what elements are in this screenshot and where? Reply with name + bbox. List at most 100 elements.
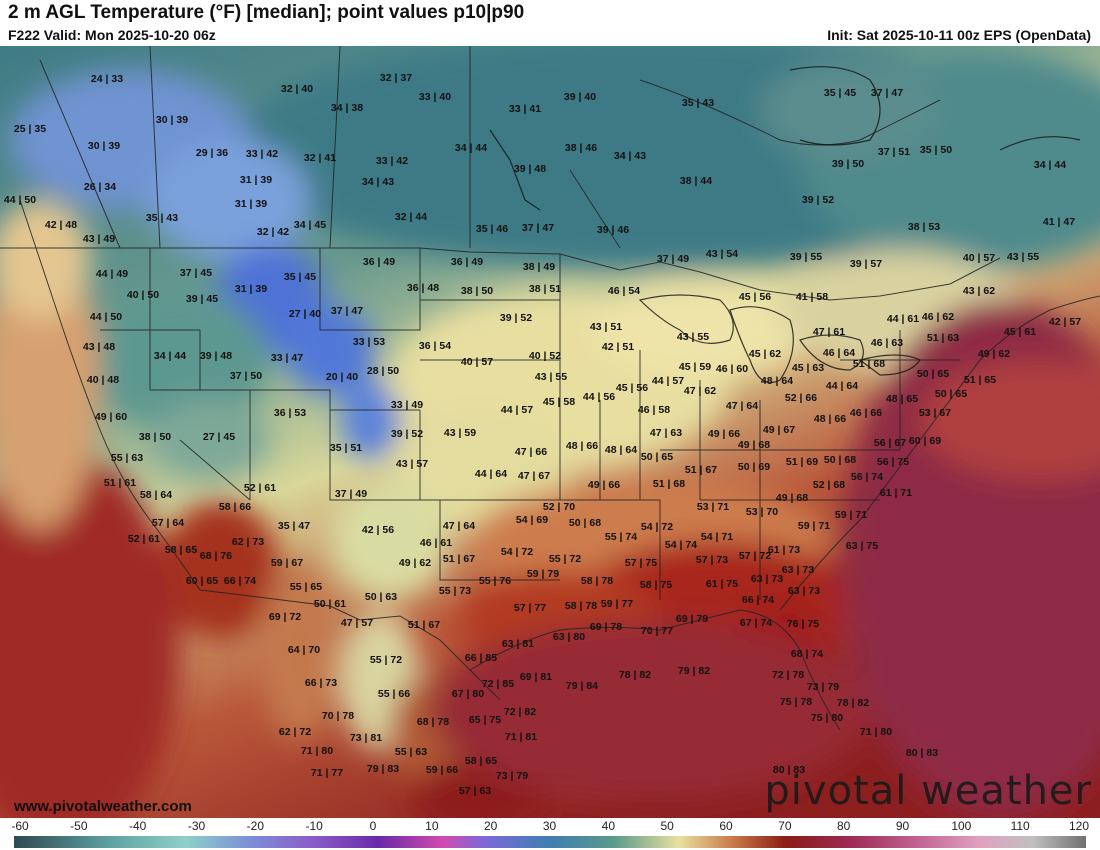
point-value-label: 31 | 39: [240, 174, 272, 186]
point-value-label: 47 | 63: [650, 427, 682, 439]
point-value-label: 32 | 42: [257, 226, 289, 238]
point-value-label: 34 | 43: [614, 150, 646, 162]
point-value-label: 72 | 78: [772, 669, 804, 681]
point-value-label: 48 | 66: [814, 413, 846, 425]
point-value-label: 63 | 73: [782, 564, 814, 576]
point-value-label: 50 | 61: [314, 598, 346, 610]
point-value-label: 37 | 50: [230, 370, 262, 382]
temperature-map[interactable]: 24 | 33 25 | 35 30 | 39 30 | 39 29 | 36 33 | …: [0, 46, 1100, 818]
point-value-label: 37 | 47: [522, 222, 554, 234]
point-value-label: 42 | 56: [362, 524, 394, 536]
point-value-label: 43 | 54: [706, 248, 738, 260]
point-value-label: 59 | 71: [835, 509, 867, 521]
map-canvas: 24 | 33 25 | 35 30 | 39 30 | 39 29 | 36 33 | …: [0, 46, 1100, 818]
point-value-label: 43 | 62: [963, 285, 995, 297]
point-value-label: 35 | 43: [682, 97, 714, 109]
point-value-label: 43 | 49: [83, 233, 115, 245]
point-value-label: 63 | 81: [502, 638, 534, 650]
point-value-label: 73 | 79: [496, 770, 528, 782]
point-value-label: 70 | 77: [641, 625, 673, 637]
point-value-label: 34 | 38: [331, 102, 363, 114]
scale-tick-label: 60: [719, 819, 733, 833]
point-value-label: 50 | 63: [365, 591, 397, 603]
site-url[interactable]: www.pivotalweather.com: [14, 798, 192, 815]
point-value-label: 75 | 78: [780, 696, 812, 708]
point-value-label: 45 | 58: [543, 396, 575, 408]
point-value-label: 45 | 61: [1004, 326, 1036, 338]
point-value-label: 36 | 48: [407, 282, 439, 294]
point-value-label: 51 | 63: [927, 332, 959, 344]
point-value-label: 39 | 45: [186, 293, 218, 305]
point-value-label: 50 | 69: [738, 461, 770, 473]
point-value-label: 63 | 73: [751, 573, 783, 585]
point-value-label: 55 | 72: [549, 553, 581, 565]
point-value-label: 51 | 61: [104, 477, 136, 489]
point-value-label: 68 | 76: [200, 550, 232, 562]
scale-tick-label: -20: [246, 819, 264, 833]
point-value-label: 38 | 53: [908, 221, 940, 233]
point-value-label: 66 | 74: [224, 575, 256, 587]
valid-time: F222 Valid: Mon 2025-10-20 06z: [8, 27, 216, 43]
point-value-label: 59 | 77: [601, 598, 633, 610]
point-value-label: 57 | 64: [152, 517, 184, 529]
point-value-label: 78 | 82: [619, 669, 651, 681]
point-value-label: 63 | 75: [846, 540, 878, 552]
point-value-label: 40 | 52: [529, 350, 561, 362]
point-value-label: 67 | 74: [740, 617, 772, 629]
point-value-label: 58 | 78: [581, 575, 613, 587]
point-value-label: 51 | 67: [408, 619, 440, 631]
point-value-label: 20 | 40: [326, 371, 358, 383]
scale-tick-label: 40: [601, 819, 616, 833]
point-value-label: 46 | 54: [608, 285, 640, 297]
point-value-label: 40 | 57: [461, 356, 493, 368]
point-value-label: 60 | 69: [909, 435, 941, 447]
point-value-label: 42 | 51: [602, 341, 634, 353]
point-value-label: 49 | 62: [978, 348, 1010, 360]
point-value-label: 31 | 39: [235, 283, 267, 295]
point-value-label: 59 | 71: [798, 520, 830, 532]
point-value-label: 36 | 49: [363, 256, 395, 268]
borders: [0, 46, 1100, 731]
point-value-label: 27 | 40: [289, 308, 321, 320]
point-value-label: 43 | 48: [83, 341, 115, 353]
point-value-label: 71 | 77: [311, 767, 343, 779]
point-value-label: 35 | 51: [330, 442, 362, 454]
point-value-label: 48 | 66: [566, 440, 598, 452]
point-value-label: 50 | 65: [935, 388, 967, 400]
lakes: [489, 66, 1081, 384]
point-value-label: 62 | 73: [232, 536, 264, 548]
point-value-label: 60 | 65: [186, 575, 218, 587]
point-value-label: 26 | 34: [84, 181, 116, 193]
point-value-label: 55 | 72: [370, 654, 402, 666]
point-value-label: 57 | 63: [459, 785, 491, 797]
point-value-label: 73 | 79: [807, 681, 839, 693]
point-value-label: 47 | 64: [726, 400, 758, 412]
point-value-label: 32 | 37: [380, 72, 412, 84]
point-value-label: 46 | 63: [871, 337, 903, 349]
scale-tick-label: -50: [70, 819, 88, 833]
point-value-label: 57 | 72: [739, 550, 771, 562]
point-value-label: 35 | 50: [920, 144, 952, 156]
point-value-label: 45 | 63: [792, 362, 824, 374]
point-value-label: 73 | 81: [350, 732, 382, 744]
point-value-label: 69 | 72: [269, 611, 301, 623]
point-value-label: 51 | 68: [653, 478, 685, 490]
point-value-label: 58 | 78: [565, 600, 597, 612]
point-value-label: 78 | 82: [837, 697, 869, 709]
point-value-label: 27 | 45: [203, 431, 235, 443]
point-value-label: 37 | 49: [335, 488, 367, 500]
point-value-label: 59 | 67: [271, 557, 303, 569]
point-value-label: 53 | 70: [746, 506, 778, 518]
point-value-label: 32 | 40: [281, 83, 313, 95]
point-value-label: 62 | 72: [279, 726, 311, 738]
point-value-label: 71 | 80: [860, 726, 892, 738]
point-value-label: 68 | 74: [791, 648, 823, 660]
point-value-label: 53 | 71: [697, 501, 729, 513]
point-value-label: 33 | 41: [509, 103, 541, 115]
point-value-label: 30 | 39: [88, 140, 120, 152]
point-value-label: 24 | 33: [91, 73, 123, 85]
point-value-label: 41 | 58: [796, 291, 828, 303]
point-value-label: 38 | 49: [523, 261, 555, 273]
point-value-label: 70 | 78: [322, 710, 354, 722]
point-value-label: 61 | 75: [706, 578, 738, 590]
